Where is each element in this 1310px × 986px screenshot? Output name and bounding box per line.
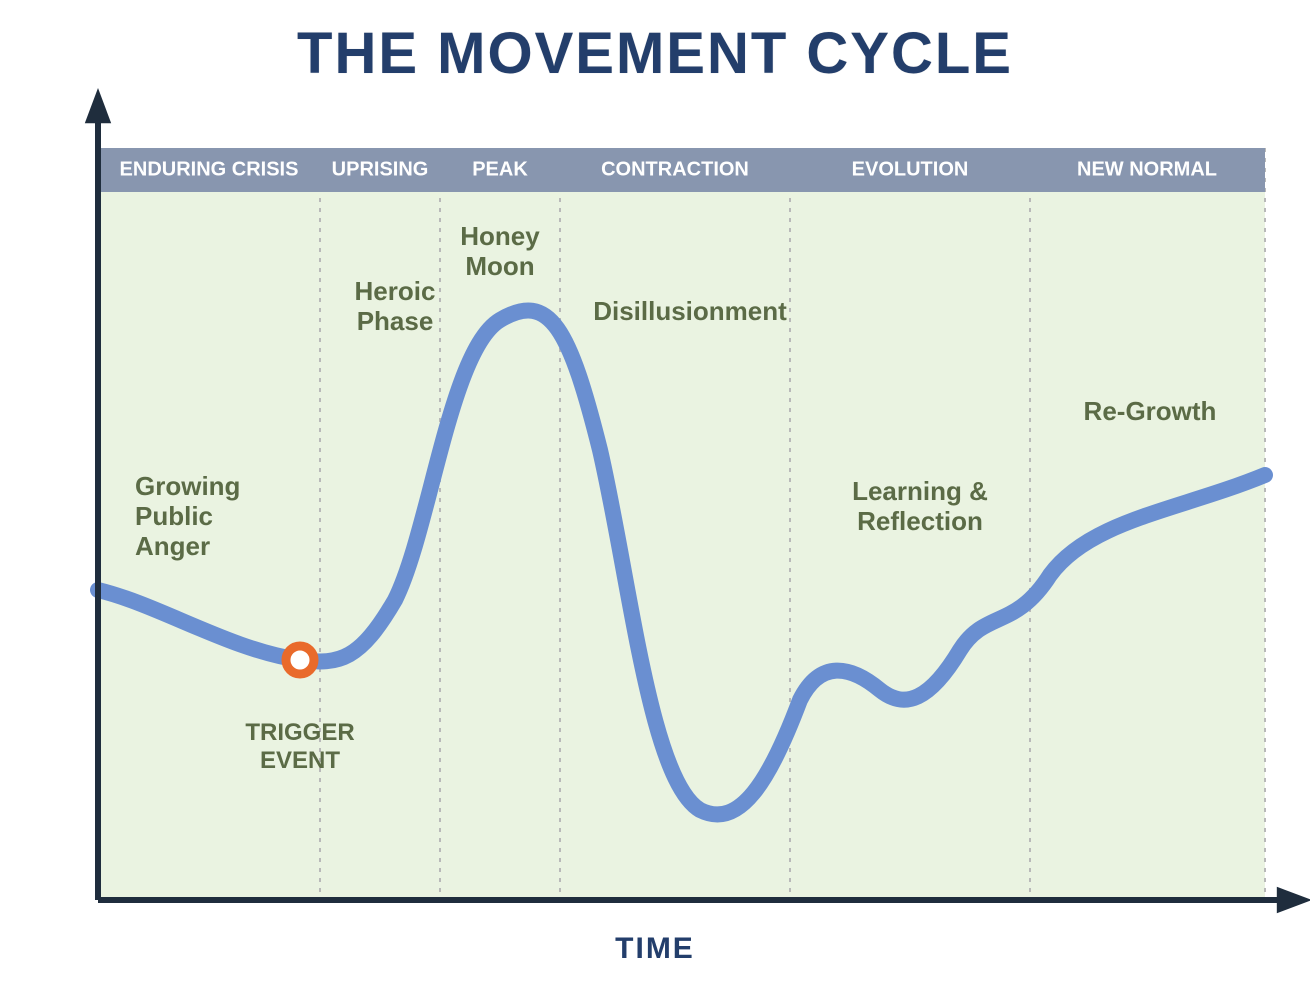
phase-annotation: Re-Growth (1084, 396, 1217, 426)
phase-annotation: Learning &Reflection (852, 476, 988, 536)
phase-annotation: Disillusionment (593, 296, 787, 326)
phase-header-label: UPRISING (332, 158, 429, 180)
phase-header-label: PEAK (472, 158, 528, 180)
chart-svg: ENDURING CRISIS UPRISING PEAK CONTRACTION EV… (0, 0, 1310, 986)
phase-header-label: NEW NORMAL (1077, 158, 1217, 180)
y-axis-arrow-icon (85, 88, 111, 123)
phase-annotation: HoneyMoon (460, 221, 540, 281)
x-axis-arrow-icon (1277, 887, 1310, 913)
chart-stage: THE MOVEMENT CYCLE EMOTIONAL STATE TIME … (0, 0, 1310, 986)
phase-header-label: CONTRACTION (601, 158, 749, 180)
trigger-event-label: TRIGGEREVENT (245, 719, 354, 774)
phase-header-label: EVOLUTION (852, 158, 969, 180)
trigger-event-marker (286, 646, 314, 674)
phase-header-label: ENDURING CRISIS (120, 158, 299, 180)
phase-annotation: HeroicPhase (355, 276, 436, 336)
